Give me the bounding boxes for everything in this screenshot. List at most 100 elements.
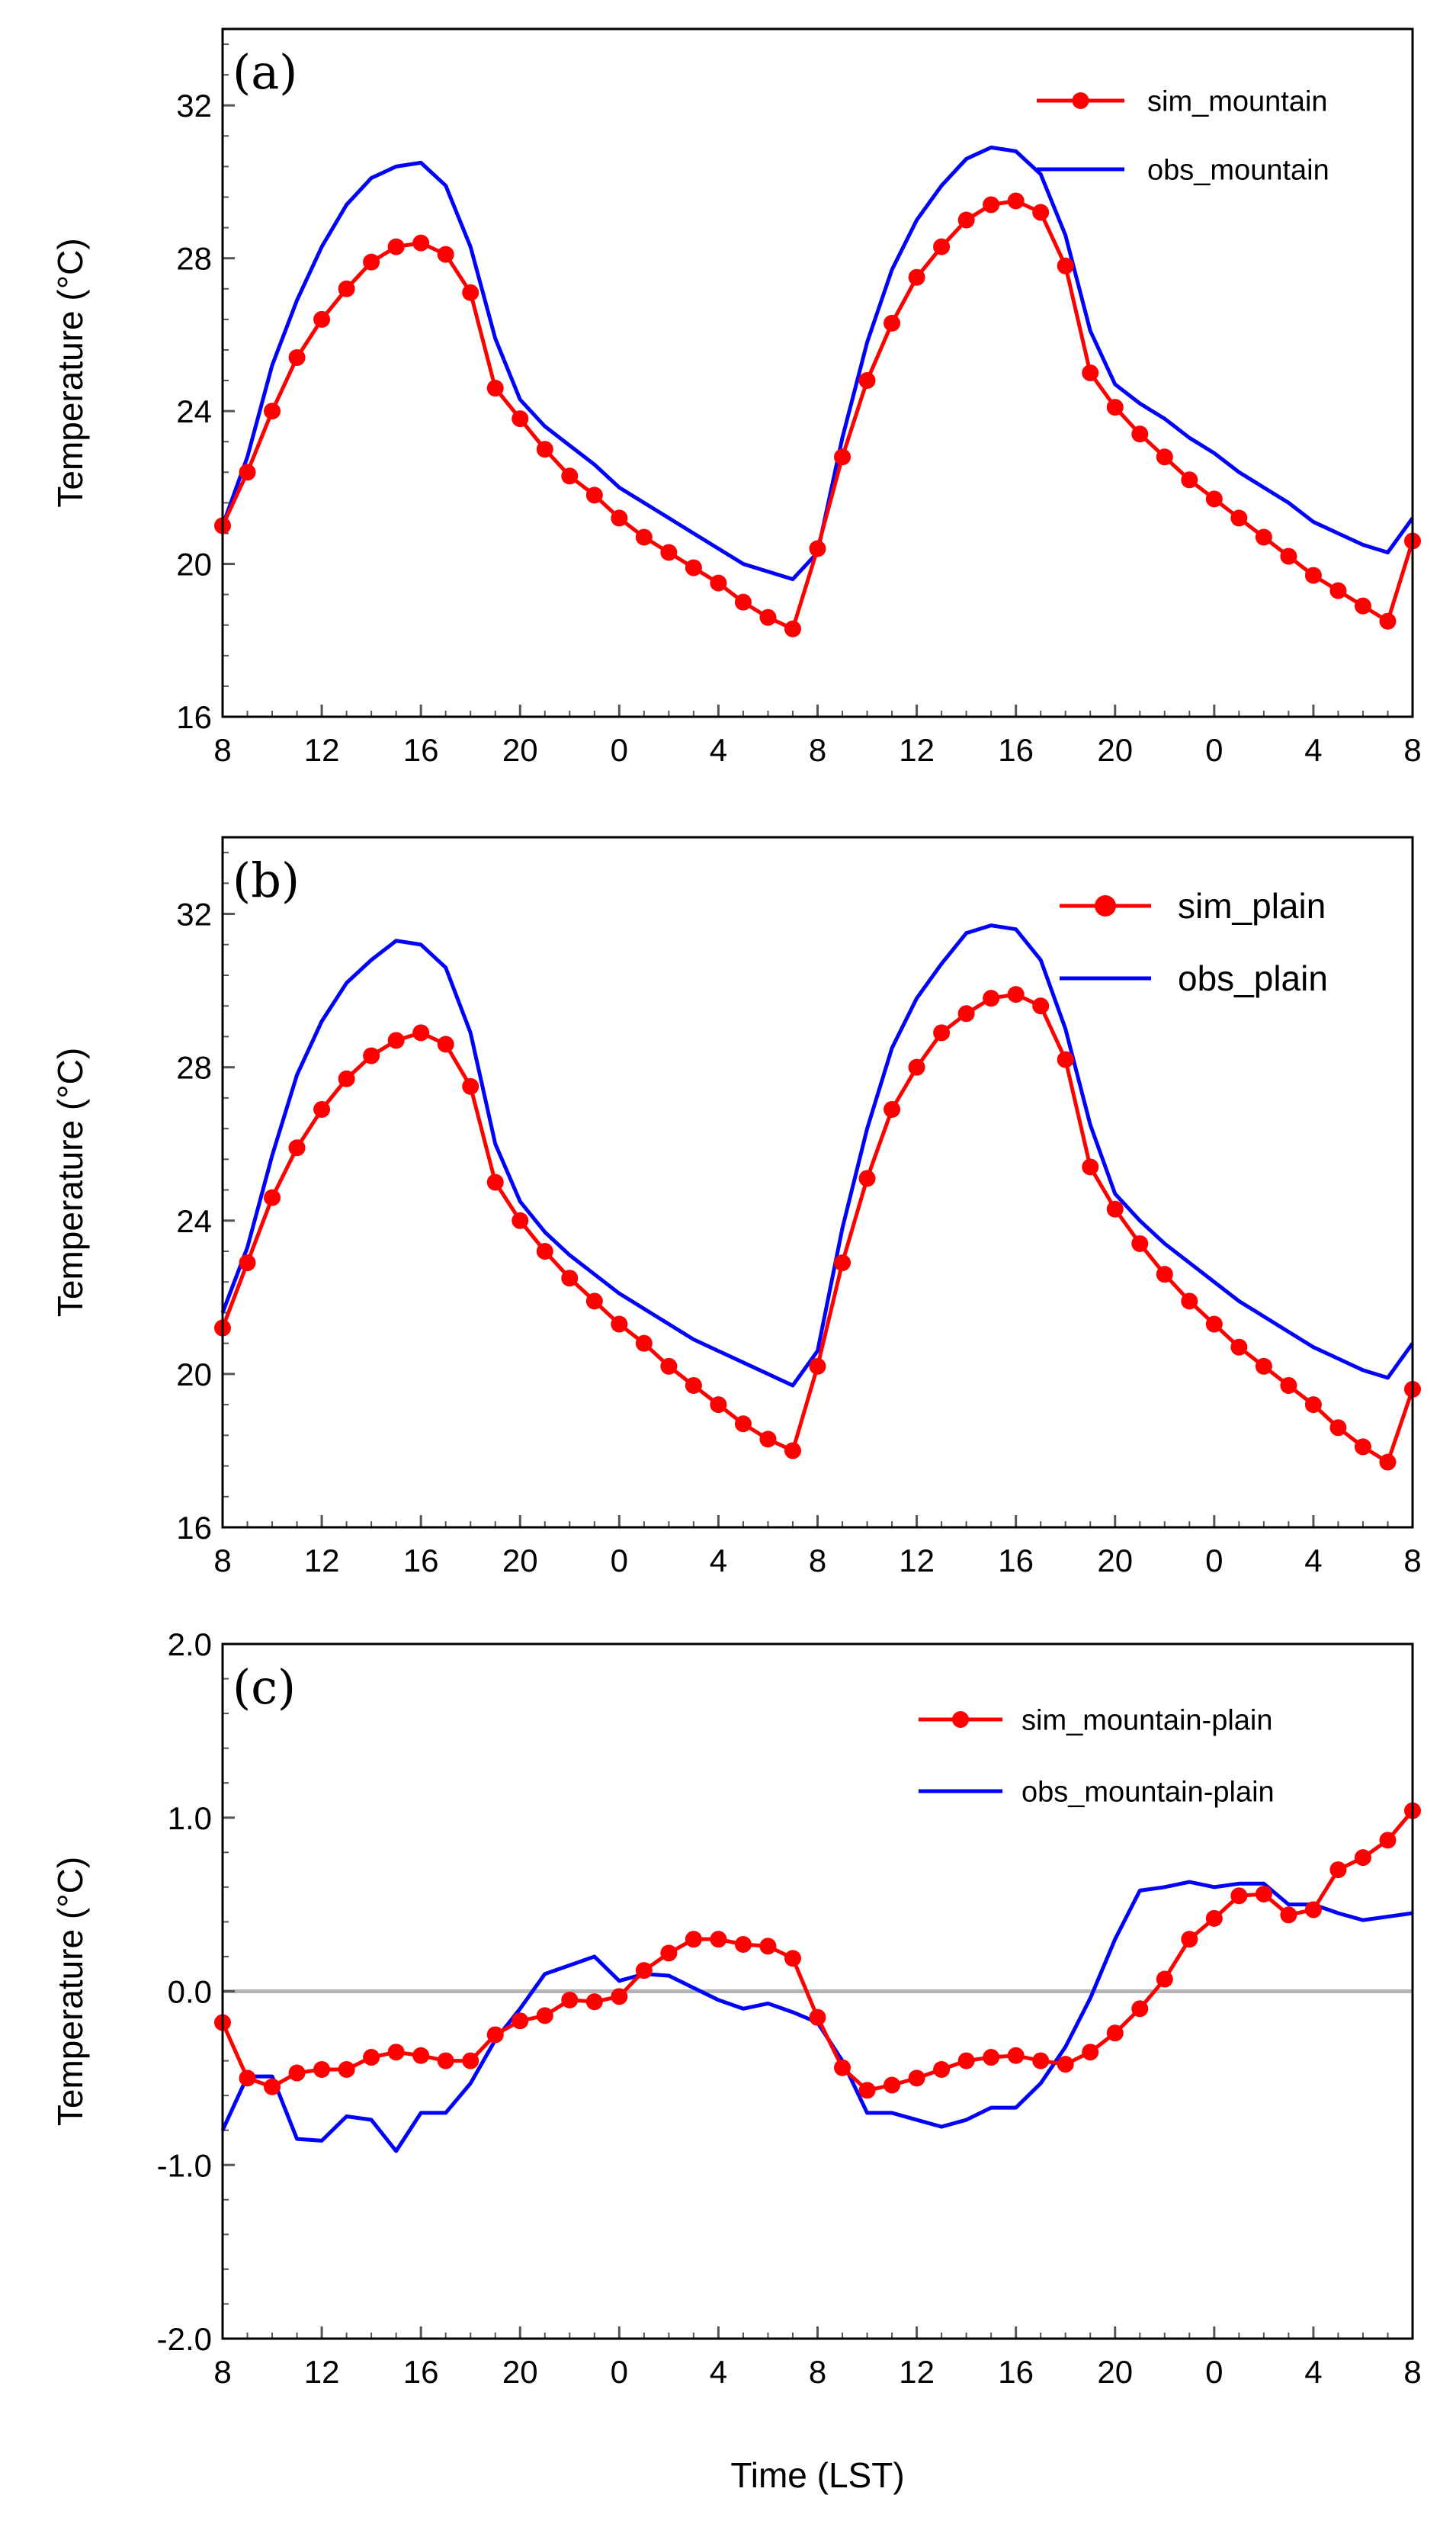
x-tick-label: 8 — [809, 1543, 826, 1578]
y-tick-label: 2.0 — [168, 1626, 212, 1662]
data-point-sim_mountain-plain — [908, 2069, 925, 2087]
data-point-sim_mountain-plain — [585, 1993, 603, 2011]
data-point-sim_mountain-plain — [983, 2049, 1000, 2066]
data-point-sim_mountain-plain — [734, 1936, 752, 1954]
legend-label-sim: sim_mountain-plain — [1021, 1704, 1273, 1736]
x-tick-label: 20 — [502, 732, 538, 768]
data-point-sim_plain — [536, 1243, 553, 1260]
data-point-sim_mountain — [288, 348, 306, 366]
data-point-sim_plain — [387, 1032, 405, 1049]
data-point-sim_mountain — [1181, 471, 1198, 489]
data-point-sim_mountain — [734, 593, 752, 611]
data-point-sim_mountain — [363, 253, 380, 271]
x-tick-label: 4 — [710, 732, 727, 768]
x-tick-label: 12 — [899, 1543, 935, 1578]
data-point-sim_mountain — [1230, 509, 1248, 527]
data-point-sim_mountain-plain — [1280, 1906, 1297, 1924]
data-point-sim_plain — [338, 1070, 355, 1087]
data-point-sim_mountain — [536, 441, 553, 458]
y-axis-title: Temperature (°C) — [50, 1857, 90, 2126]
data-point-sim_mountain-plain — [784, 1950, 801, 1967]
data-point-sim_mountain-plain — [660, 1944, 678, 1962]
x-axis-title: Time (LST) — [730, 2455, 904, 2495]
y-tick-label: 24 — [176, 393, 212, 429]
legend-label-sim: sim_plain — [1178, 886, 1326, 926]
y-tick-label: 1.0 — [168, 1800, 212, 1836]
data-point-sim_mountain-plain — [1057, 2056, 1074, 2073]
data-point-sim_mountain-plain — [1181, 1931, 1198, 1948]
data-point-sim_mountain-plain — [1379, 1832, 1397, 1849]
data-point-sim_plain — [1230, 1338, 1248, 1356]
data-point-sim_plain — [611, 1315, 628, 1333]
data-point-sim_plain — [1131, 1235, 1149, 1252]
y-tick-label: 32 — [176, 897, 212, 933]
data-point-sim_mountain — [338, 280, 355, 297]
data-point-sim_mountain-plain — [536, 2007, 553, 2024]
data-point-sim_mountain-plain — [1007, 2047, 1025, 2064]
data-point-sim_mountain-plain — [834, 2059, 851, 2076]
data-point-sim_mountain-plain — [486, 2026, 504, 2044]
data-point-sim_mountain — [1304, 567, 1322, 584]
legend-label-sim: sim_mountain — [1147, 85, 1328, 117]
data-point-sim_mountain-plain — [933, 2060, 951, 2078]
data-point-sim_plain — [437, 1036, 454, 1053]
y-tick-label: 16 — [176, 699, 212, 735]
x-tick-label: 8 — [809, 2354, 826, 2390]
data-point-sim_plain — [239, 1254, 256, 1272]
data-point-sim_plain — [363, 1047, 380, 1064]
data-point-sim_mountain — [884, 314, 901, 332]
panel-2: 16 20 24 28 32 8 12 16 20 0 4 8 12 16 20 0 4 8 Temperature… — [50, 836, 1422, 1578]
data-point-sim_mountain-plain — [1082, 2044, 1099, 2061]
x-tick-label: 0 — [611, 732, 628, 768]
x-tick-label: 12 — [304, 1543, 340, 1578]
data-point-sim_mountain-plain — [1032, 2052, 1050, 2069]
data-point-sim_plain — [809, 1357, 826, 1375]
data-point-sim_mountain — [264, 403, 281, 420]
data-point-sim_mountain — [1379, 612, 1397, 630]
data-point-sim_plain — [512, 1212, 529, 1229]
legend: sim_plain obs_plain — [1060, 886, 1328, 998]
x-tick-label: 4 — [1304, 2354, 1322, 2390]
data-point-sim_plain — [908, 1058, 925, 1076]
y-tick-label: 20 — [176, 1357, 212, 1392]
data-point-sim_mountain — [561, 467, 579, 485]
x-tick-label: 8 — [809, 732, 826, 768]
data-point-sim_plain — [412, 1024, 430, 1042]
data-point-sim_mountain-plain — [387, 2044, 405, 2061]
data-point-sim_mountain — [908, 268, 925, 286]
data-point-sim_plain — [1255, 1357, 1272, 1375]
series-line-obs_plain — [220, 923, 1415, 1388]
data-point-sim_mountain-plain — [611, 1988, 628, 2005]
data-point-sim_plain — [784, 1442, 801, 1459]
data-point-sim_mountain — [685, 559, 702, 576]
x-tick-label: 12 — [899, 2354, 935, 2390]
data-point-sim_mountain-plain — [437, 2052, 454, 2069]
plot-frame — [221, 27, 1414, 718]
data-point-sim_mountain — [1329, 582, 1347, 599]
data-point-sim_plain — [1032, 997, 1050, 1015]
data-point-sim_mountain — [1106, 399, 1124, 416]
x-tick-label: 20 — [502, 1543, 538, 1578]
data-point-sim_plain — [834, 1254, 851, 1272]
legend-marker-sim — [1095, 895, 1116, 917]
y-tick-label: -2.0 — [157, 2321, 212, 2357]
x-tick-label: 0 — [611, 2354, 628, 2390]
data-point-sim_plain — [288, 1139, 306, 1157]
data-point-sim_mountain — [710, 574, 727, 592]
x-tick-label: 4 — [1304, 732, 1322, 768]
data-point-sim_mountain — [387, 238, 405, 255]
data-point-sim_mountain-plain — [759, 1938, 777, 1955]
x-tick-label: 0 — [1205, 2354, 1223, 2390]
data-point-sim_mountain — [957, 211, 975, 229]
x-tick-label: 12 — [304, 2354, 340, 2390]
legend: sim_mountain-plain obs_mountain-plain — [919, 1704, 1275, 1808]
data-point-sim_plain — [734, 1415, 752, 1433]
data-point-sim_plain — [759, 1430, 777, 1448]
data-point-sim_plain — [635, 1334, 653, 1352]
x-tick-label: 8 — [213, 2354, 231, 2390]
x-tick-label: 16 — [403, 732, 439, 768]
data-point-sim_plain — [957, 1005, 975, 1023]
x-tick-label: 20 — [502, 2354, 538, 2390]
data-point-sim_mountain — [412, 234, 430, 252]
data-point-sim_mountain-plain — [412, 2047, 430, 2064]
